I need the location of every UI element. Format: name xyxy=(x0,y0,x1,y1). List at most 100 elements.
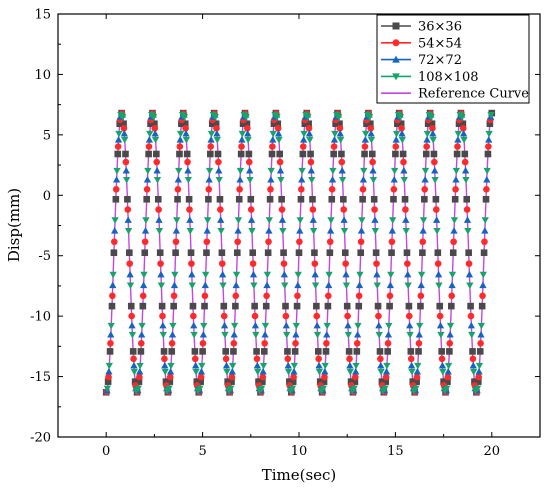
data-point xyxy=(305,129,314,137)
data-point xyxy=(143,186,151,193)
data-point xyxy=(105,367,113,375)
data-point xyxy=(338,176,347,184)
data-point xyxy=(107,330,115,338)
data-point xyxy=(153,176,162,184)
data-point xyxy=(199,330,208,338)
data-point xyxy=(423,130,432,138)
data-point xyxy=(435,282,443,290)
data-point xyxy=(222,361,231,369)
data-point xyxy=(352,362,360,370)
data-point xyxy=(309,206,317,213)
x-tick-label: 5 xyxy=(198,444,206,459)
data-point xyxy=(232,281,240,289)
data-point xyxy=(355,281,364,289)
data-point xyxy=(460,129,468,137)
data-point xyxy=(377,368,385,376)
data-point xyxy=(384,348,391,355)
data-point xyxy=(388,238,396,246)
data-point xyxy=(265,227,273,234)
data-point xyxy=(369,176,378,184)
data-point xyxy=(313,302,320,310)
data-point xyxy=(407,355,415,363)
data-point xyxy=(213,129,221,137)
data-point xyxy=(211,114,219,121)
data-point xyxy=(340,195,347,203)
data-point xyxy=(124,206,132,213)
data-point xyxy=(110,238,118,246)
data-point xyxy=(263,271,272,279)
legend-marker xyxy=(392,39,400,47)
data-point xyxy=(479,281,487,289)
data-point xyxy=(384,340,392,347)
data-point xyxy=(373,260,380,267)
data-point xyxy=(197,378,204,385)
data-point xyxy=(351,378,359,385)
data-point xyxy=(222,348,230,355)
data-point xyxy=(392,143,400,150)
data-point xyxy=(450,238,457,246)
x-tick-label: 20 xyxy=(484,444,501,459)
data-point xyxy=(480,249,488,256)
data-point xyxy=(181,120,189,128)
data-point xyxy=(128,321,136,329)
data-point xyxy=(230,348,237,355)
data-point xyxy=(218,249,226,256)
data-point xyxy=(189,302,197,310)
data-point xyxy=(463,206,471,213)
data-point xyxy=(465,270,474,278)
data-point xyxy=(217,228,225,235)
data-point xyxy=(298,186,305,193)
data-point xyxy=(390,167,399,175)
data-point xyxy=(307,150,314,158)
data-point xyxy=(345,348,353,355)
data-point xyxy=(369,158,376,166)
data-point xyxy=(141,249,149,256)
data-point xyxy=(109,271,117,279)
data-point xyxy=(205,186,213,193)
data-point xyxy=(292,322,300,330)
data-point xyxy=(153,166,161,174)
data-point xyxy=(217,216,225,223)
data-point xyxy=(308,176,316,184)
data-point xyxy=(230,340,238,347)
data-point xyxy=(213,136,221,144)
data-point xyxy=(234,217,243,224)
data-point xyxy=(111,217,119,224)
data-point xyxy=(217,206,224,213)
data-point xyxy=(450,227,458,234)
data-point xyxy=(129,348,137,355)
data-point xyxy=(431,166,439,174)
data-point xyxy=(273,114,281,121)
data-point xyxy=(235,195,243,203)
data-point xyxy=(151,125,159,132)
data-point xyxy=(384,330,393,338)
data-point xyxy=(429,136,437,144)
x-tick-label: 15 xyxy=(387,444,404,459)
data-point xyxy=(108,302,116,310)
markers-layer xyxy=(102,109,496,396)
data-point xyxy=(294,292,301,300)
data-point xyxy=(446,322,455,330)
data-point xyxy=(455,120,463,128)
data-point xyxy=(406,321,414,329)
data-point xyxy=(387,271,395,279)
data-point xyxy=(151,136,160,144)
data-point xyxy=(276,158,284,166)
data-point xyxy=(267,186,274,193)
data-point xyxy=(381,385,389,393)
data-point xyxy=(325,271,333,279)
data-point xyxy=(203,217,212,224)
data-point xyxy=(124,216,132,223)
data-point xyxy=(370,195,378,203)
data-point xyxy=(356,271,364,279)
data-point xyxy=(353,348,361,355)
data-point xyxy=(320,378,328,385)
data-point xyxy=(344,312,351,320)
data-point xyxy=(390,186,398,193)
data-point xyxy=(178,120,185,128)
data-point xyxy=(186,228,194,235)
data-point xyxy=(296,238,303,246)
x-tick-label: 0 xyxy=(102,444,110,459)
data-point xyxy=(186,216,194,223)
data-point xyxy=(126,260,134,267)
